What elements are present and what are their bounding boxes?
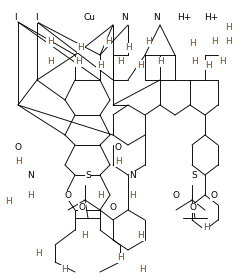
Text: H: H (139, 265, 145, 274)
Text: N: N (130, 171, 136, 181)
Text: H: H (5, 197, 11, 207)
Text: H: H (105, 38, 111, 46)
Text: I: I (35, 13, 37, 22)
Text: H: H (125, 43, 131, 53)
Text: H: H (226, 24, 232, 32)
Text: O: O (109, 204, 116, 213)
Text: H: H (36, 249, 42, 258)
Text: H: H (203, 223, 209, 232)
Text: H: H (47, 57, 53, 67)
Text: H: H (205, 60, 211, 69)
Text: H: H (15, 157, 21, 167)
Text: Cu: Cu (84, 13, 96, 22)
Text: O: O (210, 192, 217, 200)
Text: H: H (157, 57, 163, 67)
Text: H: H (226, 38, 232, 46)
Text: N: N (121, 13, 127, 22)
Text: H: H (117, 57, 123, 67)
Text: H: H (137, 60, 143, 69)
Text: O: O (14, 143, 22, 153)
Text: H: H (117, 253, 123, 263)
Text: S: S (85, 171, 91, 181)
Text: H: H (138, 232, 144, 241)
Text: S: S (191, 171, 197, 181)
Text: O: O (190, 204, 197, 213)
Text: H: H (75, 57, 81, 67)
Text: H: H (191, 57, 197, 67)
Text: H: H (219, 57, 225, 67)
Text: O: O (114, 143, 121, 153)
Text: I: I (14, 13, 16, 22)
Text: O: O (65, 192, 72, 200)
Text: N: N (153, 13, 159, 22)
Text: H: H (115, 157, 121, 167)
Text: O: O (173, 192, 180, 200)
Text: H: H (81, 232, 87, 241)
Text: H: H (145, 38, 151, 46)
Text: H: H (98, 192, 104, 200)
Text: H+: H+ (177, 13, 191, 22)
Text: H: H (189, 39, 195, 48)
Text: H: H (130, 192, 136, 200)
Text: N: N (27, 171, 33, 181)
Text: H+: H+ (204, 13, 218, 22)
Text: H: H (97, 60, 103, 69)
Text: H: H (47, 38, 53, 46)
Text: H: H (61, 265, 67, 274)
Text: H: H (211, 38, 217, 46)
Text: O: O (78, 204, 85, 213)
Text: H: H (28, 192, 34, 200)
Text: H: H (78, 43, 84, 53)
